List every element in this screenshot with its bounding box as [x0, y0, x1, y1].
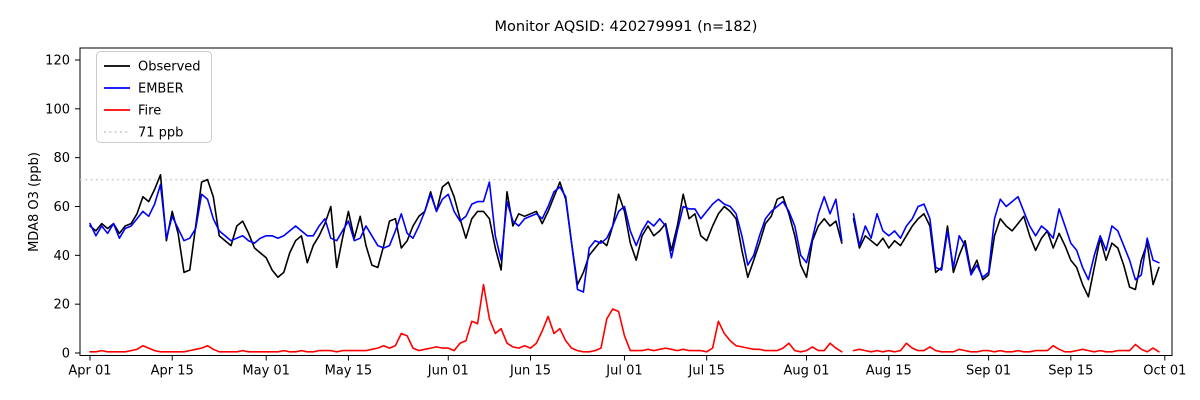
x-tick-label: Aug 01: [784, 364, 830, 379]
ember-line: [89, 181, 843, 293]
legend-label-threshold: 71 ppb: [138, 126, 183, 141]
legend-box: [96, 51, 212, 143]
y-tick-label: 80: [53, 151, 70, 166]
x-tick-label: Sep 01: [966, 364, 1011, 379]
y-tick-label: 60: [53, 200, 70, 215]
legend: Observed EMBER Fire 71 ppb: [96, 51, 212, 143]
y-tick-label: 0: [62, 347, 70, 362]
x-tick-label: Sep 15: [1048, 364, 1093, 379]
x-tick-label: May 01: [242, 364, 290, 379]
chart-title: Monitor AQSID: 420279991 (n=182): [495, 19, 758, 35]
observed-line: [89, 174, 843, 286]
x-tick-label: Jun 01: [427, 364, 469, 379]
y-tick-label: 40: [53, 249, 70, 264]
observed-line: [852, 213, 1160, 298]
x-tick-label: Jul 15: [688, 364, 725, 379]
fire-line: [89, 283, 843, 353]
x-tick-label: Aug 15: [866, 364, 912, 379]
x-tick-label: May 15: [325, 364, 373, 379]
tick-layer: Apr 01 Apr 15 May 01 May 15 Jun 01 Jun 15 Jul …: [45, 53, 1186, 378]
series-layer: [89, 174, 1160, 353]
y-tick-label: 100: [45, 102, 70, 117]
ember-line: [852, 195, 1160, 281]
fire-line: [852, 342, 1160, 353]
x-tick-label: Apr 01: [68, 364, 111, 379]
y-tick-label: 120: [45, 53, 70, 68]
legend-label-fire: Fire: [138, 104, 161, 119]
y-axis-label: MDA8 O3 (ppb): [27, 152, 42, 252]
x-tick-label: Jun 15: [509, 364, 551, 379]
x-tick-label: Jul 01: [605, 364, 642, 379]
legend-label-ember: EMBER: [138, 82, 184, 97]
plot-area: [79, 47, 1173, 356]
y-tick-label: 20: [53, 298, 70, 313]
x-tick-label: Oct 01: [1143, 364, 1186, 379]
x-tick-label: Apr 15: [151, 364, 194, 379]
legend-label-observed: Observed: [138, 60, 201, 75]
